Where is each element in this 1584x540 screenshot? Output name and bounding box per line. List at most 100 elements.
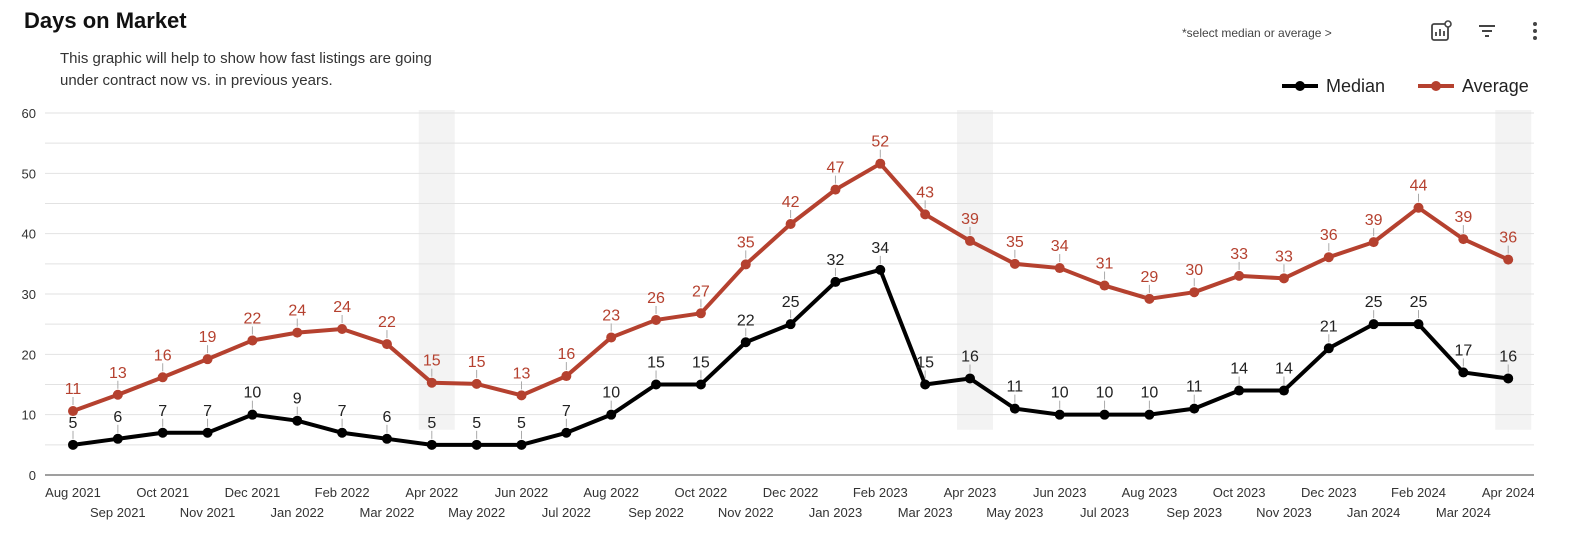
data-point-median	[785, 319, 796, 330]
data-point-average	[426, 377, 437, 388]
data-point-median	[1054, 409, 1065, 420]
x-tick-label: Oct 2022	[675, 485, 728, 500]
data-point-median	[695, 379, 706, 390]
data-label-average: 33	[1275, 248, 1293, 265]
data-label-average: 29	[1141, 269, 1159, 286]
y-tick-label: 50	[22, 166, 36, 181]
data-label-median: 7	[338, 403, 347, 420]
data-point-median	[1323, 343, 1334, 354]
x-tick-label: Apr 2023	[944, 485, 997, 500]
data-label-average: 42	[782, 194, 800, 211]
chart-title: Days on Market	[24, 8, 187, 33]
data-label-average: 43	[916, 184, 934, 201]
data-label-average: 35	[737, 234, 755, 251]
data-label-average: 26	[647, 290, 665, 307]
data-point-average	[1009, 258, 1020, 269]
data-label-average: 39	[1454, 209, 1472, 226]
data-label-average: 36	[1499, 230, 1517, 247]
data-label-median: 5	[517, 415, 526, 432]
data-point-median	[247, 409, 258, 420]
data-label-average: 19	[199, 329, 217, 346]
data-point-median	[471, 439, 482, 450]
x-tick-label: Mar 2024	[1436, 505, 1491, 520]
x-tick-label: Jul 2023	[1080, 505, 1129, 520]
x-tick-label: May 2023	[986, 505, 1043, 520]
data-point-average	[606, 332, 617, 343]
data-point-median	[292, 415, 303, 426]
data-label-median: 21	[1320, 318, 1338, 335]
data-label-average: 24	[333, 299, 351, 316]
filter-icon[interactable]	[1474, 18, 1500, 44]
chart-subtitle: This graphic will help to show how fast …	[60, 48, 500, 92]
data-point-average	[1234, 270, 1245, 281]
data-point-average	[1413, 202, 1424, 213]
x-tick-label: Dec 2021	[225, 485, 281, 500]
data-point-median	[1458, 367, 1469, 378]
data-point-median	[1503, 373, 1514, 384]
data-point-average	[516, 390, 527, 401]
highlight-band-apr-2023	[957, 110, 993, 430]
y-tick-label: 0	[29, 468, 36, 483]
data-point-median	[1368, 319, 1379, 330]
y-tick-label: 10	[22, 408, 36, 423]
x-tick-label: Aug 2021	[45, 485, 101, 500]
data-label-median: 6	[113, 409, 122, 426]
data-point-average	[1368, 237, 1379, 248]
x-tick-label: Apr 2024	[1482, 485, 1535, 500]
data-point-average	[1144, 293, 1155, 304]
data-point-median	[1413, 319, 1424, 330]
data-label-median: 5	[69, 415, 78, 432]
y-tick-label: 30	[22, 287, 36, 302]
data-label-median: 9	[293, 391, 302, 408]
data-point-average	[830, 184, 841, 195]
legend-item-average[interactable]: Average	[1416, 74, 1529, 98]
x-tick-label: Oct 2021	[136, 485, 189, 500]
legend-item-median[interactable]: Median	[1280, 74, 1385, 98]
x-tick-label: Jun 2022	[495, 485, 549, 500]
data-point-average	[337, 323, 348, 334]
data-point-median	[606, 409, 617, 420]
data-point-median	[1189, 403, 1200, 414]
data-point-average	[875, 158, 886, 169]
data-point-average	[740, 259, 751, 270]
legend-label-average: Average	[1462, 75, 1529, 96]
data-point-median	[157, 427, 168, 438]
data-point-median	[875, 264, 886, 275]
x-tick-label: Mar 2023	[898, 505, 953, 520]
data-point-average	[247, 335, 258, 346]
data-point-median	[112, 433, 123, 444]
data-point-median	[651, 379, 662, 390]
x-tick-label: Jun 2023	[1033, 485, 1087, 500]
x-tick-label: Feb 2024	[1391, 485, 1446, 500]
data-label-average: 52	[871, 134, 889, 151]
data-label-median: 25	[1365, 294, 1383, 311]
data-point-average	[471, 378, 482, 389]
data-point-median	[1234, 385, 1245, 396]
x-tick-label: Apr 2022	[405, 485, 458, 500]
legend-label-median: Median	[1326, 75, 1386, 96]
data-point-median	[68, 439, 78, 450]
x-tick-label: Nov 2021	[180, 505, 236, 520]
data-label-median: 7	[562, 403, 571, 420]
data-point-average	[202, 354, 213, 365]
data-label-median: 16	[961, 348, 979, 365]
data-label-median: 16	[1499, 348, 1517, 365]
x-tick-label: Oct 2023	[1213, 485, 1266, 500]
data-label-median: 25	[1410, 294, 1428, 311]
insights-icon[interactable]	[1428, 18, 1454, 44]
data-point-median	[202, 427, 213, 438]
data-point-median	[426, 439, 437, 450]
data-point-median	[830, 276, 841, 287]
data-label-median: 10	[1051, 385, 1069, 402]
subtitle-line-1: This graphic will help to show how fast …	[60, 50, 432, 67]
x-tick-label: Jan 2022	[271, 505, 325, 520]
data-label-median: 14	[1230, 361, 1248, 378]
data-point-average	[68, 406, 78, 417]
data-label-median: 15	[692, 355, 710, 372]
x-tick-label: Dec 2023	[1301, 485, 1357, 500]
x-tick-label: May 2022	[448, 505, 505, 520]
data-point-average	[695, 308, 706, 319]
x-tick-label: Aug 2023	[1122, 485, 1178, 500]
more-vert-icon[interactable]	[1522, 18, 1548, 44]
data-label-median: 11	[1007, 379, 1024, 396]
